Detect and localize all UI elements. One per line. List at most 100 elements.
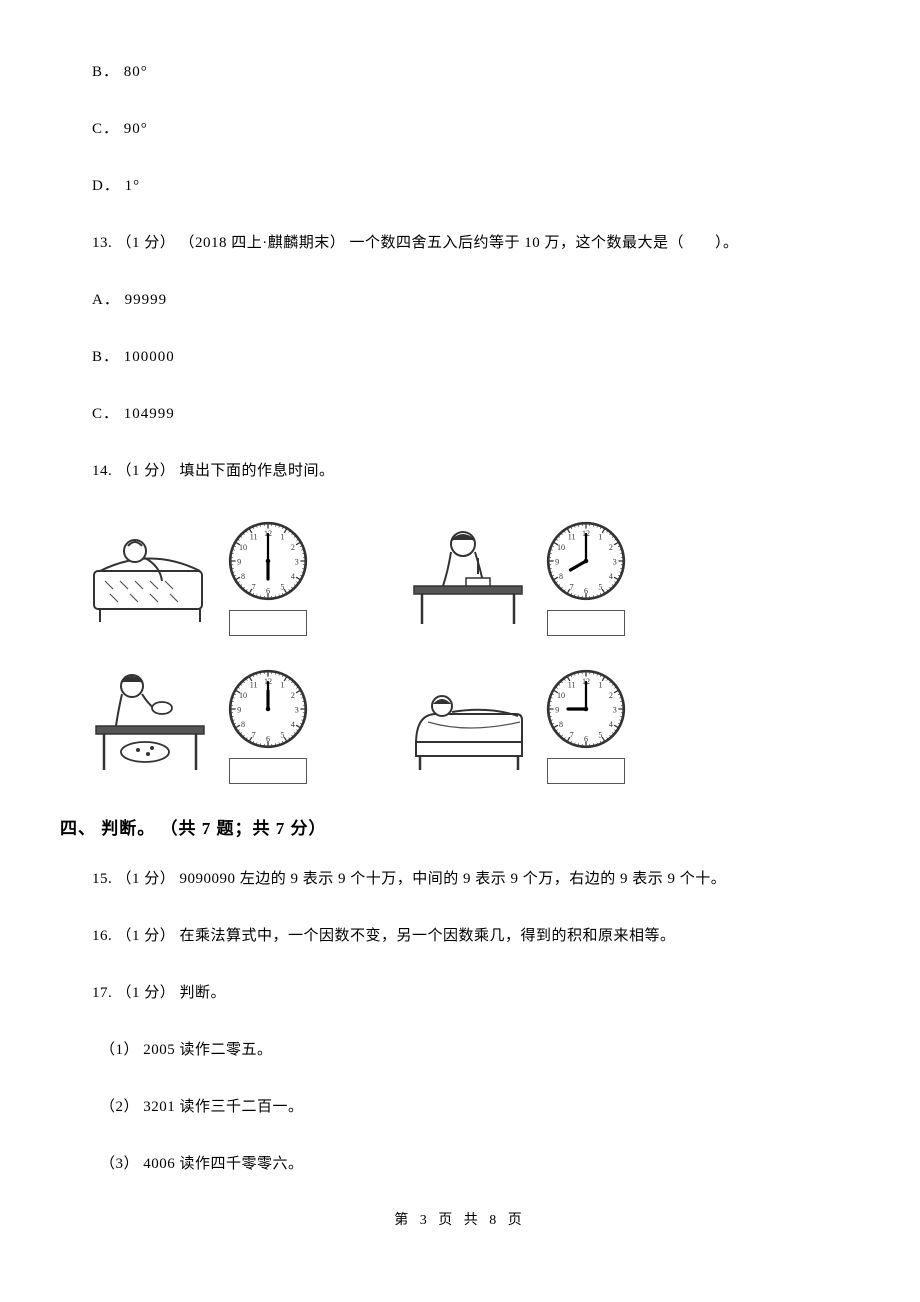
svg-text:1: 1 bbox=[598, 533, 602, 542]
q-num: 14. bbox=[92, 463, 112, 479]
option-b: B． 80° bbox=[92, 60, 860, 81]
svg-text:4: 4 bbox=[609, 572, 613, 581]
footer-text: 第 3 页 共 8 页 bbox=[394, 1213, 526, 1228]
q-points: （1 分） bbox=[117, 871, 176, 887]
svg-text:4: 4 bbox=[291, 572, 295, 581]
svg-text:7: 7 bbox=[570, 583, 574, 592]
clock-icon: 123456789101112 bbox=[223, 516, 313, 606]
option-c: C． 90° bbox=[92, 117, 860, 138]
eat-icon bbox=[90, 664, 210, 774]
wake-icon bbox=[90, 516, 210, 626]
scene-sleep bbox=[408, 664, 528, 774]
svg-text:10: 10 bbox=[557, 543, 565, 552]
svg-text:2: 2 bbox=[609, 543, 613, 552]
image-pair-sleep: 123456789101112 bbox=[408, 664, 636, 784]
section-4-heading: 四、 判断。 （共 7 题；共 7 分） bbox=[60, 814, 860, 839]
svg-text:11: 11 bbox=[250, 533, 258, 542]
sub-label: （3） bbox=[100, 1156, 139, 1172]
q13-option-c: C． 104999 bbox=[92, 402, 860, 423]
svg-text:2: 2 bbox=[609, 691, 613, 700]
svg-text:11: 11 bbox=[250, 681, 258, 690]
sub-text: 2005 读作二零五。 bbox=[143, 1042, 272, 1058]
clock-icon: 123456789101112 bbox=[223, 664, 313, 754]
svg-text:8: 8 bbox=[559, 720, 563, 729]
svg-text:4: 4 bbox=[609, 720, 613, 729]
q-body: 在乘法算式中，一个因数不变，另一个因数乘几，得到的积和原来相等。 bbox=[180, 928, 676, 944]
answer-box[interactable] bbox=[229, 610, 307, 636]
svg-text:7: 7 bbox=[252, 731, 256, 740]
q-points: （1 分） bbox=[117, 928, 176, 944]
option-text: ． 100000 bbox=[103, 349, 175, 365]
clock-eat: 123456789101112 bbox=[218, 664, 318, 784]
answer-box[interactable] bbox=[547, 610, 625, 636]
svg-text:4: 4 bbox=[291, 720, 295, 729]
q-num: 15. bbox=[92, 871, 112, 887]
option-letter: A bbox=[92, 292, 104, 308]
svg-text:5: 5 bbox=[280, 583, 284, 592]
svg-text:11: 11 bbox=[568, 533, 576, 542]
q-source: （2018 四上·麒麟期末） bbox=[180, 235, 346, 251]
q-points: （1 分） bbox=[117, 235, 176, 251]
svg-text:3: 3 bbox=[613, 558, 617, 567]
image-pair-eat: 123456789101112 bbox=[90, 664, 318, 784]
q-body: 填出下面的作息时间。 bbox=[180, 463, 335, 479]
scene-wake bbox=[90, 516, 210, 626]
image-pair-study: 123456789101112 bbox=[408, 516, 636, 636]
option-letter: C bbox=[92, 121, 103, 137]
clock-wake: 123456789101112 bbox=[218, 516, 318, 636]
clock-study: 123456789101112 bbox=[536, 516, 636, 636]
svg-text:5: 5 bbox=[598, 583, 602, 592]
svg-text:9: 9 bbox=[237, 706, 241, 715]
sub-label: （1） bbox=[100, 1042, 139, 1058]
svg-text:7: 7 bbox=[252, 583, 256, 592]
svg-text:5: 5 bbox=[598, 731, 602, 740]
image-pair-wake: 123456789101112 bbox=[90, 516, 318, 636]
q-body: 9090090 左边的 9 表示 9 个十万，中间的 9 表示 9 个万，右边的… bbox=[180, 871, 727, 887]
option-text: ． 80° bbox=[103, 64, 148, 80]
q17-sub-2: （2） 3201 读作三千二百一。 bbox=[100, 1095, 860, 1116]
svg-text:8: 8 bbox=[241, 720, 245, 729]
clock-icon: 123456789101112 bbox=[541, 664, 631, 754]
q14-images: 123456789101112 1234567 bbox=[90, 516, 860, 784]
option-text: ． 1° bbox=[104, 178, 140, 194]
svg-text:10: 10 bbox=[557, 691, 565, 700]
svg-text:3: 3 bbox=[295, 706, 299, 715]
sub-label: （2） bbox=[100, 1099, 139, 1115]
svg-text:8: 8 bbox=[559, 572, 563, 581]
svg-text:3: 3 bbox=[613, 706, 617, 715]
answer-box[interactable] bbox=[547, 758, 625, 784]
q13-option-b: B． 100000 bbox=[92, 345, 860, 366]
q-num: 17. bbox=[92, 985, 112, 1001]
sub-text: 4006 读作四千零零六。 bbox=[143, 1156, 303, 1172]
q-points: （1 分） bbox=[117, 463, 176, 479]
svg-text:2: 2 bbox=[291, 691, 295, 700]
option-text: ． 90° bbox=[103, 121, 148, 137]
svg-text:10: 10 bbox=[239, 543, 247, 552]
q-body: 一个数四舍五入后约等于 10 万，这个数最大是（ ）。 bbox=[350, 235, 739, 251]
scene-eat bbox=[90, 664, 210, 774]
q-body: 判断。 bbox=[180, 985, 227, 1001]
q-points: （1 分） bbox=[117, 985, 176, 1001]
svg-text:5: 5 bbox=[280, 731, 284, 740]
option-text: ． 99999 bbox=[104, 292, 167, 308]
sleep-icon bbox=[408, 664, 528, 774]
page-footer: 第 3 页 共 8 页 bbox=[60, 1209, 860, 1229]
svg-text:1: 1 bbox=[280, 681, 284, 690]
option-letter: D bbox=[92, 178, 104, 194]
svg-text:1: 1 bbox=[280, 533, 284, 542]
sub-text: 3201 读作三千二百一。 bbox=[143, 1099, 303, 1115]
svg-text:10: 10 bbox=[239, 691, 247, 700]
answer-box[interactable] bbox=[229, 758, 307, 784]
svg-text:7: 7 bbox=[570, 731, 574, 740]
option-letter: B bbox=[92, 349, 103, 365]
q13-option-a: A． 99999 bbox=[92, 288, 860, 309]
question-14: 14. （1 分） 填出下面的作息时间。 bbox=[92, 459, 860, 480]
option-text: ． 104999 bbox=[103, 406, 175, 422]
question-17: 17. （1 分） 判断。 bbox=[92, 981, 860, 1002]
scene-study bbox=[408, 516, 528, 626]
question-15: 15. （1 分） 9090090 左边的 9 表示 9 个十万，中间的 9 表… bbox=[92, 867, 860, 888]
svg-text:2: 2 bbox=[291, 543, 295, 552]
svg-text:9: 9 bbox=[237, 558, 241, 567]
q17-sub-3: （3） 4006 读作四千零零六。 bbox=[100, 1152, 860, 1173]
svg-text:3: 3 bbox=[295, 558, 299, 567]
